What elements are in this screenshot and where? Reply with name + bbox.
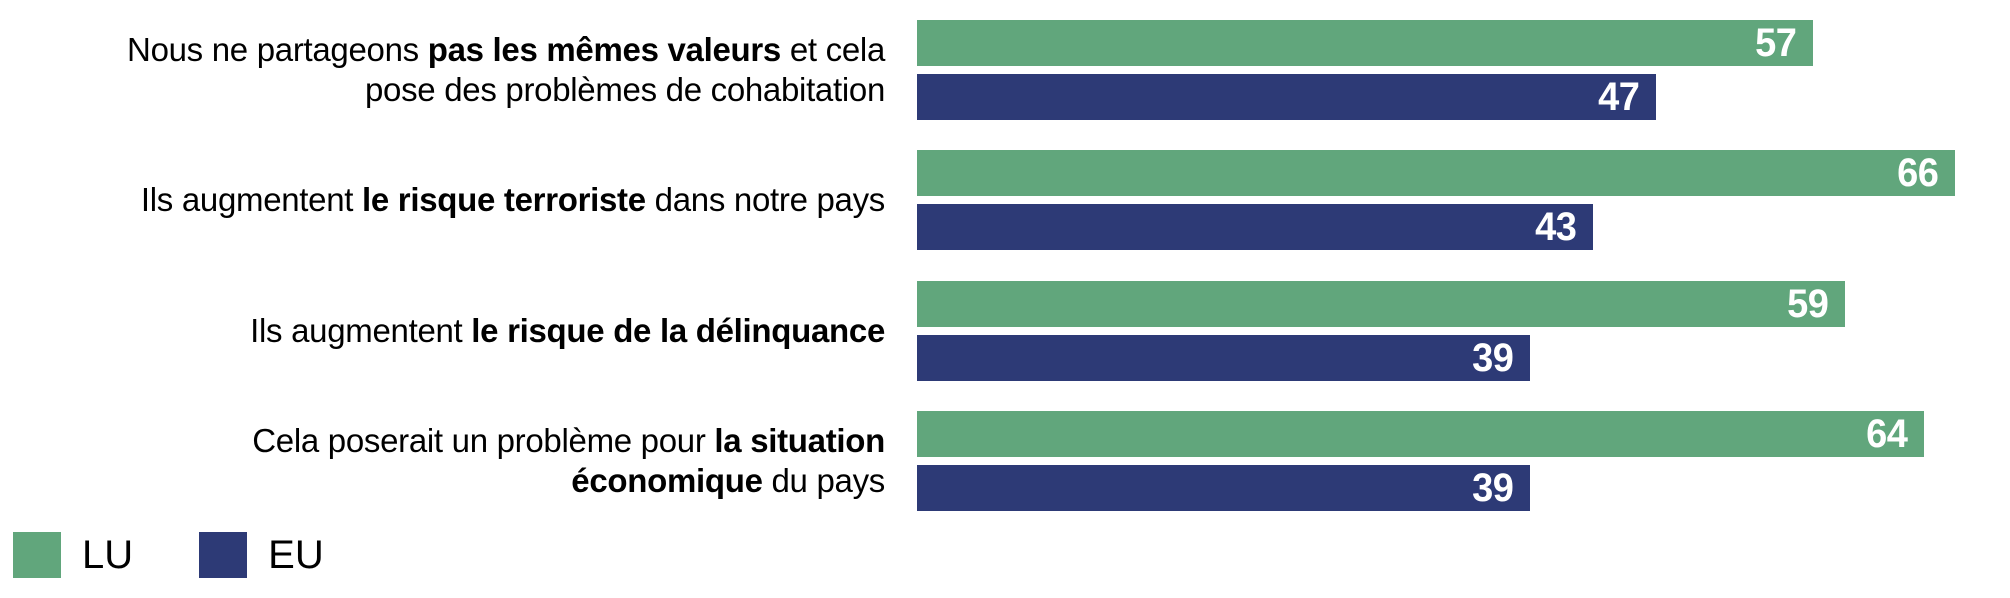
legend-label: EU (268, 533, 324, 577)
category-label-line: Nous ne partageons pas les mêmes valeurs… (0, 30, 885, 70)
legend-label: LU (82, 533, 134, 577)
bar-group: 64 39 (917, 411, 2010, 511)
bar-value-label: 59 (1786, 281, 1829, 326)
bar-value-label: 43 (1534, 204, 1577, 249)
bar-value-label: 57 (1754, 20, 1797, 65)
legend: LU EU (13, 532, 324, 578)
bar-eu: 39 (917, 465, 1530, 511)
category-label-text: Ils augmentent (140, 181, 363, 218)
category-label-text: Nous ne partageons (127, 31, 428, 68)
legend-item-eu: EU (199, 532, 324, 578)
bar-value-label: 47 (1597, 74, 1640, 119)
category-label-text: et cela (781, 31, 885, 68)
category-label-line: Ils augmentent le risque de la délinquan… (0, 311, 885, 351)
chart-row: Cela poserait un problème pour la situat… (0, 411, 2010, 511)
bar-group: 59 39 (917, 281, 2010, 381)
category-label: Nous ne partageons pas les mêmes valeurs… (0, 20, 885, 120)
bar-value-label: 39 (1471, 465, 1514, 510)
category-label-text: pas les mêmes valeurs (427, 31, 782, 68)
category-label-text: Cela poserait un problème pour (252, 422, 715, 459)
category-label-text: pose des problèmes de cohabitation (365, 71, 885, 108)
bar-value-label: 66 (1896, 150, 1939, 195)
category-label-line: Cela poserait un problème pour la situat… (0, 421, 885, 461)
chart-row: Ils augmentent le risque de la délinquan… (0, 281, 2010, 381)
category-label-text: Ils augmentent (250, 312, 472, 349)
bar-group: 57 47 (917, 20, 2010, 120)
category-label-text: le risque terroriste (362, 181, 646, 218)
category-label-text: le risque de la délinquance (471, 312, 885, 349)
category-label-text: économique (571, 462, 763, 499)
category-label-text: la situation (714, 422, 885, 459)
bar-group: 66 43 (917, 150, 2010, 250)
category-label-line: économique du pays (0, 461, 885, 501)
category-label-text: dans notre pays (645, 181, 886, 218)
bar-lu: 57 (917, 20, 1813, 66)
bar-value-label: 39 (1471, 335, 1514, 380)
bar-lu: 66 (917, 150, 1955, 196)
legend-swatch-icon (13, 532, 61, 578)
bar-eu: 47 (917, 74, 1656, 120)
legend-item-lu: LU (13, 532, 133, 578)
category-label: Ils augmentent le risque terroriste dans… (0, 150, 885, 250)
category-label: Cela poserait un problème pour la situat… (0, 411, 885, 511)
category-label-text: du pays (762, 462, 886, 499)
category-label-line: Ils augmentent le risque terroriste dans… (0, 180, 885, 220)
category-label: Ils augmentent le risque de la délinquan… (0, 281, 885, 381)
bar-eu: 43 (917, 204, 1593, 250)
chart-row: Ils augmentent le risque terroriste dans… (0, 150, 2010, 250)
bar-lu: 59 (917, 281, 1845, 327)
bar-eu: 39 (917, 335, 1530, 381)
bar-value-label: 64 (1865, 411, 1908, 456)
legend-swatch-icon (199, 532, 248, 578)
bar-lu: 64 (917, 411, 1924, 457)
chart-row: Nous ne partageons pas les mêmes valeurs… (0, 20, 2010, 120)
category-label-line: pose des problèmes de cohabitation (0, 70, 885, 110)
